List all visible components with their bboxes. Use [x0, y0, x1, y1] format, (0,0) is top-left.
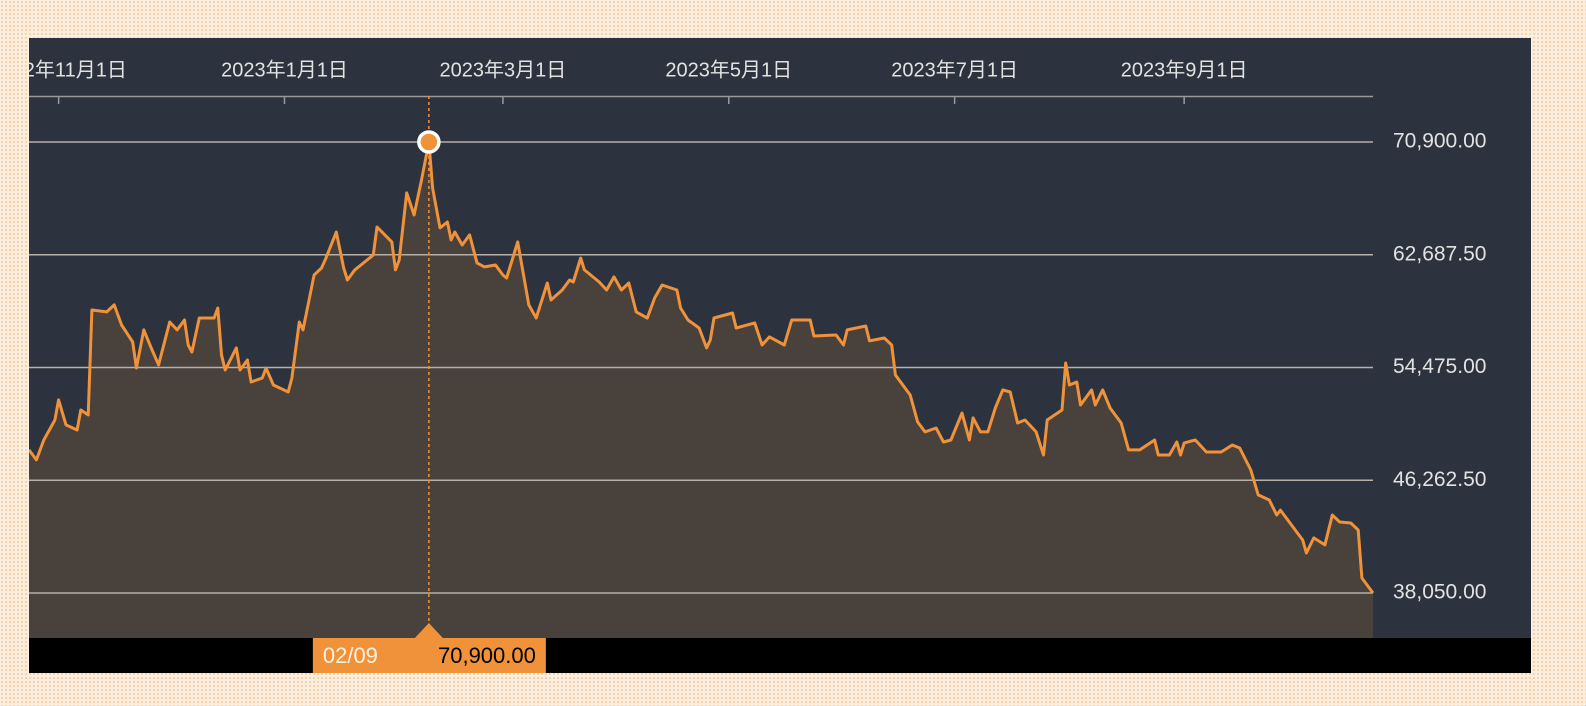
- hover-marker: [417, 130, 441, 154]
- y-tick-label: 54,475.00: [1393, 355, 1486, 378]
- tooltip-pointer: [414, 623, 443, 638]
- x-tick-label: 2023年7月1日: [891, 58, 1018, 81]
- x-tick-label: 2023年9月1日: [1121, 58, 1248, 81]
- y-tick-label: 70,900.00: [1393, 130, 1486, 153]
- y-tick-label: 46,262.50: [1393, 468, 1486, 491]
- price-line: [29, 140, 1375, 594]
- tooltip-box: [312, 638, 546, 673]
- x-tick-label: 2022年11月1日: [0, 58, 127, 81]
- area-fill: [29, 142, 1373, 638]
- y-tick-label: 62,687.50: [1393, 242, 1486, 265]
- x-tick-label: 2023年3月1日: [440, 58, 567, 81]
- tooltip-value: 70,900.00: [438, 643, 536, 668]
- chart-panel: 2022年11月1日 2023年1月1日 2023年3月1日 2023年5月1日 202…: [0, 38, 1531, 673]
- x-tick-label: 2023年5月1日: [665, 58, 792, 81]
- tooltip-date: 02/09: [323, 643, 378, 668]
- x-tick-label: 2023年1月1日: [221, 58, 348, 81]
- y-tick-label: 38,050.00: [1393, 581, 1486, 604]
- footer-bar: [29, 638, 1531, 673]
